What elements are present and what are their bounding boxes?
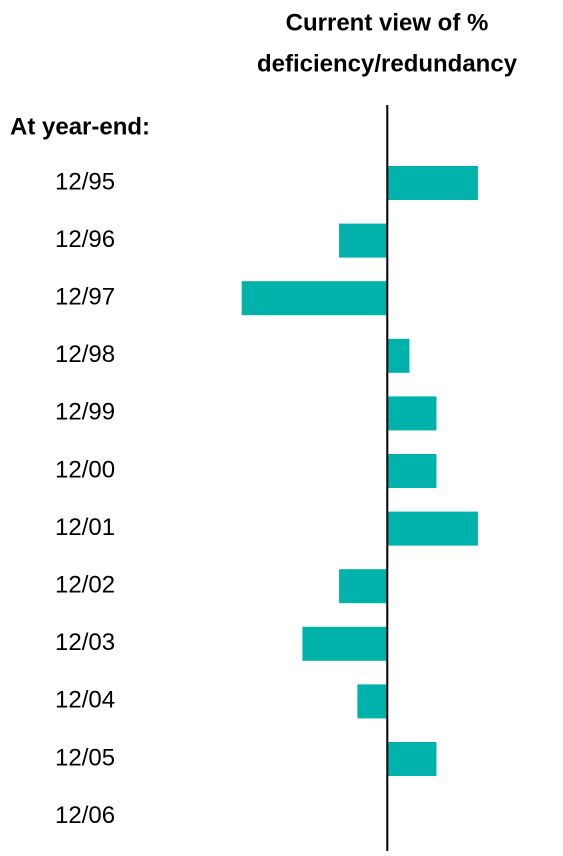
category-label: 12/05 bbox=[55, 744, 115, 771]
bar bbox=[387, 742, 437, 776]
bar bbox=[302, 626, 388, 661]
category-label: 12/03 bbox=[55, 629, 115, 656]
bar bbox=[241, 281, 388, 316]
bar bbox=[339, 223, 388, 258]
chart-title: deficiency/redundancy bbox=[257, 50, 518, 77]
category-label: 12/02 bbox=[55, 572, 115, 599]
bar bbox=[387, 396, 437, 431]
category-label: 12/95 bbox=[55, 168, 115, 195]
bar bbox=[357, 684, 388, 719]
bar bbox=[387, 511, 478, 546]
bar bbox=[387, 166, 478, 200]
category-label: 12/06 bbox=[55, 802, 115, 829]
category-label: 12/01 bbox=[55, 514, 115, 541]
row-header: At year-end: bbox=[10, 113, 150, 140]
category-label: 12/99 bbox=[55, 399, 115, 426]
category-label: 12/00 bbox=[55, 456, 115, 483]
bar bbox=[387, 454, 437, 488]
category-label: 12/96 bbox=[55, 226, 115, 253]
category-label: 12/97 bbox=[55, 284, 115, 311]
bar bbox=[387, 338, 410, 373]
category-label: 12/04 bbox=[55, 687, 115, 714]
chart-title: Current view of % bbox=[286, 9, 489, 36]
category-label: 12/98 bbox=[55, 341, 115, 368]
bar bbox=[339, 569, 388, 604]
